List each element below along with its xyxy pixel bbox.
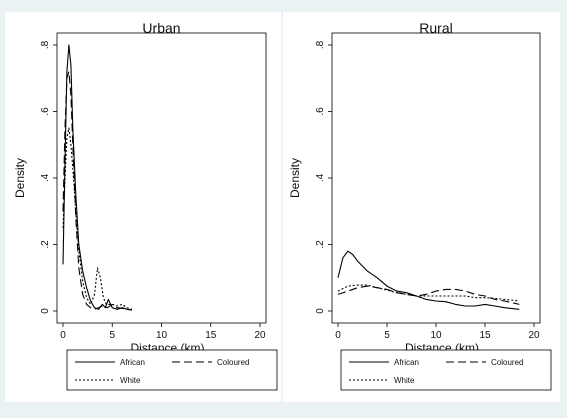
y-tick-label: .2: [40, 240, 51, 249]
y-tick-label: 0: [315, 308, 326, 314]
y-tick-label: .6: [315, 107, 326, 116]
y-tick-label: .4: [315, 173, 326, 182]
x-tick-label: 15: [479, 330, 491, 341]
legend: African Coloured White: [340, 349, 552, 391]
x-tick-label: 20: [254, 330, 266, 341]
y-tick-label: 0: [40, 308, 51, 314]
x-tick-label: 0: [335, 330, 341, 341]
series-line-white: [62, 127, 133, 310]
x-tick-label: 5: [109, 330, 115, 341]
x-tick-label: 5: [384, 330, 390, 341]
panel-background: [283, 12, 560, 402]
series-line-coloured: [337, 285, 520, 305]
series-line-african: [62, 44, 132, 311]
legend-label-coloured: Coloured: [491, 358, 523, 367]
y-tick-label: .8: [315, 40, 326, 49]
legend: African Coloured White: [66, 349, 278, 391]
y-tick-label: .2: [315, 240, 326, 249]
legend-label-white: White: [120, 376, 141, 385]
panel-background: [5, 12, 281, 402]
chart-title: Rural: [419, 20, 452, 36]
x-tick-label: 10: [430, 330, 442, 341]
legend-label-white: White: [394, 376, 415, 385]
x-tick-label: 20: [528, 330, 540, 341]
y-axis-label: Density: [288, 158, 302, 198]
legend-label-coloured: Coloured: [217, 358, 249, 367]
y-tick-label: .6: [40, 107, 51, 116]
legend-box: [66, 349, 278, 391]
legend-label-african: African: [120, 358, 145, 367]
series-line-white: [337, 284, 520, 302]
y-tick-label: .8: [40, 40, 51, 49]
y-axis-label: Density: [13, 158, 27, 198]
x-tick-label: 0: [60, 330, 66, 341]
legend-box: [340, 349, 552, 391]
y-tick-label: .4: [40, 173, 51, 182]
legend-label-african: African: [394, 358, 419, 367]
x-tick-label: 15: [205, 330, 217, 341]
chart-title: Urban: [142, 20, 180, 36]
series-line-coloured: [62, 71, 132, 311]
x-tick-label: 10: [156, 330, 168, 341]
